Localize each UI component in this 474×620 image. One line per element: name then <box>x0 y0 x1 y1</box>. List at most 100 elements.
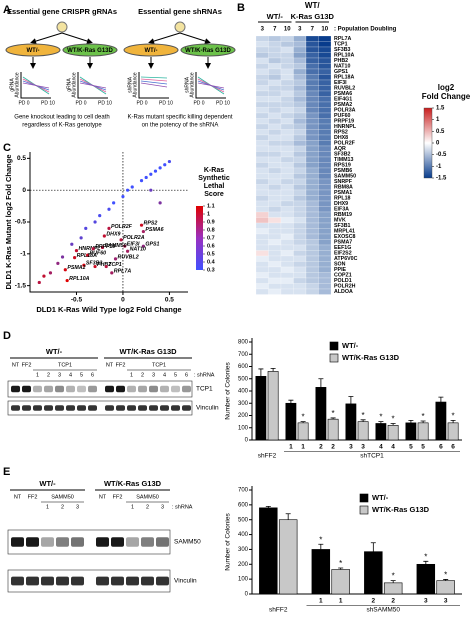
bar <box>447 422 459 441</box>
heat-cell <box>318 96 332 103</box>
bar <box>315 387 327 441</box>
point <box>167 159 172 164</box>
panel-letter: E <box>3 466 10 478</box>
row-label: TIMM13 <box>334 157 353 163</box>
significance-star: * <box>302 413 305 422</box>
heat-cell <box>293 123 307 130</box>
heat-cell <box>280 189 294 196</box>
heat-cell <box>318 228 332 235</box>
heat-cell <box>280 288 294 295</box>
row-label: RPS19 <box>334 163 351 169</box>
blot-band <box>33 385 42 393</box>
point <box>158 201 162 205</box>
heat-cell <box>318 255 332 262</box>
heat-cell <box>305 90 319 97</box>
heat-cell <box>268 162 282 169</box>
y-axis-label: DLD1 K-Ras Mutant log2 Fold Change <box>4 155 13 290</box>
heat-cell <box>305 68 319 75</box>
heat-cell <box>268 255 282 262</box>
blot-frame <box>7 400 193 416</box>
lane-label: 5 <box>174 372 177 378</box>
row-label: PRPF19 <box>334 119 354 125</box>
blot-band <box>41 576 54 586</box>
heat-cell <box>318 90 332 97</box>
heat-cell <box>268 156 282 163</box>
row-label: RBM19 <box>334 212 352 218</box>
blot-band <box>22 405 31 411</box>
row-label: GPS1 <box>334 69 348 75</box>
heat-cell <box>268 184 282 191</box>
heat-cell <box>268 68 282 75</box>
heat-cell <box>255 233 269 240</box>
colorbar-label: Fold Change <box>422 92 471 101</box>
heat-cell <box>280 217 294 224</box>
heat-cell <box>268 200 282 207</box>
heat-cell <box>318 239 332 246</box>
heat-cell <box>293 233 307 240</box>
shrna-label: : shRNA <box>172 504 193 510</box>
lane-label: FF2 <box>116 362 126 368</box>
blot-band <box>149 405 158 411</box>
heat-cell <box>305 57 319 64</box>
row-label: RPS2 <box>334 130 348 136</box>
heat-cell <box>305 118 319 125</box>
heat-cell <box>280 244 294 251</box>
heat-cell <box>318 123 332 130</box>
blot-band <box>66 405 75 411</box>
heat-cell <box>305 184 319 191</box>
heat-cell <box>268 288 282 295</box>
colorbar-tick-label: 0.8 <box>207 227 215 233</box>
heat-cell <box>280 173 294 180</box>
bar <box>375 423 387 441</box>
blot-band <box>171 405 180 411</box>
error-bar <box>318 543 324 550</box>
bar <box>331 569 350 595</box>
point <box>65 278 69 283</box>
blot-frame <box>7 529 171 555</box>
y-tick-label: 300 <box>238 401 249 407</box>
blot-band <box>71 576 84 586</box>
blot-band <box>111 537 124 547</box>
legend-swatch <box>329 353 339 363</box>
cell-label: WT/K-Ras G13D <box>67 48 113 54</box>
heat-cell <box>305 178 319 185</box>
point <box>125 188 130 192</box>
heat-cell <box>318 173 332 180</box>
significance-star: * <box>379 413 382 422</box>
mini-ylabel: shRNA <box>184 76 190 93</box>
heat-cell <box>280 96 294 103</box>
heat-cell <box>268 189 282 196</box>
blot-band <box>160 385 169 393</box>
heat-cell <box>255 272 269 279</box>
point <box>42 274 46 278</box>
heat-cell <box>318 156 332 163</box>
mini-ylabel: Abundance <box>14 72 20 98</box>
point <box>141 244 145 248</box>
row-label: RPL18A <box>334 75 354 81</box>
blot-group: WT/- <box>39 479 56 488</box>
lane-label: 3 <box>152 372 155 378</box>
lane-label: 2 <box>141 372 144 378</box>
heat-cell <box>255 200 269 207</box>
bar <box>285 402 297 441</box>
heat-cell <box>268 107 282 114</box>
legend-label: WT/K-Ras G13D <box>372 505 430 514</box>
heat-cell <box>268 96 282 103</box>
band-label: Vinculin <box>174 578 197 585</box>
mini-xtick: PD 10 <box>159 100 173 106</box>
error-bar <box>438 396 444 403</box>
blot-band <box>96 576 109 586</box>
significance-star: * <box>452 412 455 421</box>
row-label: NAT10 <box>334 64 350 70</box>
point <box>100 245 105 250</box>
blot-band <box>126 537 139 547</box>
lane-label: 1 <box>130 372 133 378</box>
heat-cell <box>280 151 294 158</box>
colorbar-tick-label: 0 <box>436 141 440 147</box>
x-tick-label: 3 <box>424 598 428 605</box>
point <box>119 238 123 242</box>
heat-cell <box>255 63 269 70</box>
blot-band <box>77 405 86 411</box>
heat-cell <box>305 162 319 169</box>
point-label: HNRNPL <box>78 246 100 252</box>
